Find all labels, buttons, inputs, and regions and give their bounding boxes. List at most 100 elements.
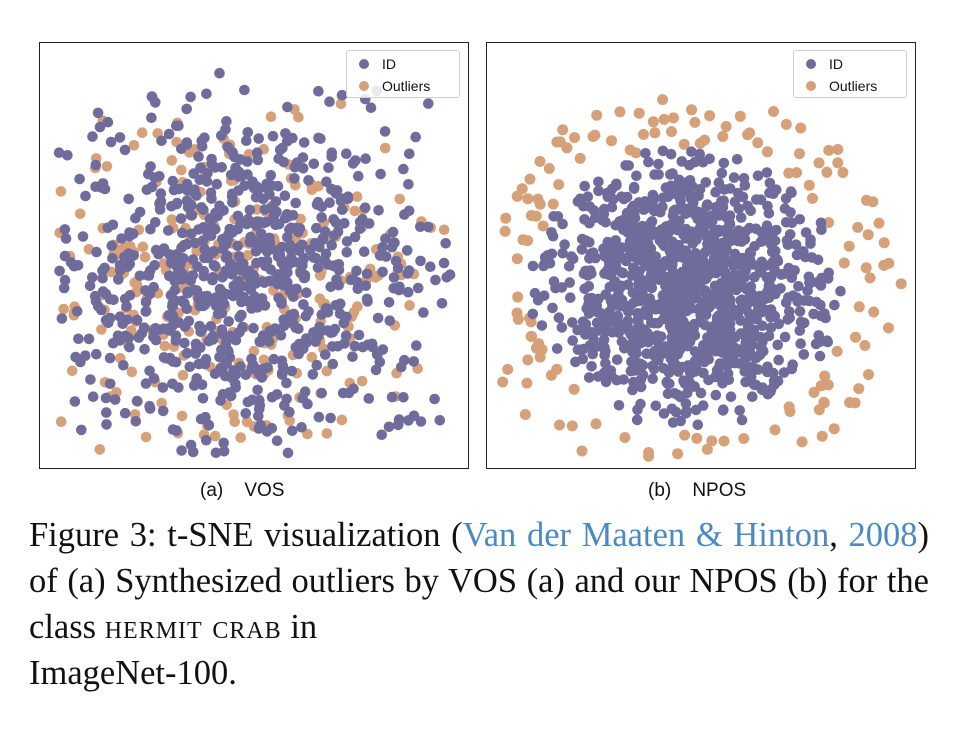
id-point xyxy=(795,338,806,350)
outlier-point xyxy=(701,443,713,455)
id-point xyxy=(784,229,796,240)
outlier-point xyxy=(873,217,885,229)
id-point xyxy=(289,162,301,173)
citation-link-authors-2[interactable]: Hinton xyxy=(733,516,830,554)
id-point xyxy=(283,281,294,293)
id-point xyxy=(717,405,729,416)
id-point xyxy=(743,321,755,333)
outlier-point xyxy=(831,345,843,357)
id-point xyxy=(734,405,745,416)
outlier-point xyxy=(438,224,450,236)
id-point xyxy=(693,272,705,283)
outlier-point xyxy=(859,340,871,351)
outlier-point xyxy=(861,194,872,206)
id-point xyxy=(794,306,806,317)
id-point xyxy=(165,322,176,333)
id-point xyxy=(689,346,701,357)
id-point xyxy=(302,398,313,410)
id-point xyxy=(320,349,331,360)
id-point xyxy=(701,200,713,212)
id-point xyxy=(527,260,539,272)
outlier-point xyxy=(525,316,537,328)
id-point xyxy=(415,416,427,427)
id-point xyxy=(200,434,212,446)
id-point xyxy=(146,91,158,103)
id-point xyxy=(298,137,310,148)
id-point xyxy=(680,334,691,346)
id-point xyxy=(54,265,65,277)
id-point xyxy=(710,264,721,276)
outlier-point xyxy=(816,430,828,442)
id-point xyxy=(119,407,131,419)
id-point xyxy=(727,350,739,362)
outlier-point xyxy=(166,155,178,166)
caption-suffix: in xyxy=(281,608,318,646)
id-point xyxy=(198,222,209,233)
outlier-point xyxy=(55,186,67,197)
outlier-point xyxy=(576,445,588,457)
id-point xyxy=(273,153,284,164)
id-point xyxy=(557,247,568,259)
id-point xyxy=(197,294,209,305)
id-point xyxy=(584,237,595,248)
id-point xyxy=(100,392,112,404)
id-point xyxy=(140,378,152,389)
id-point xyxy=(163,225,174,236)
id-point xyxy=(620,160,631,171)
outlier-point xyxy=(803,179,815,191)
id-point xyxy=(198,204,209,216)
outlier-point xyxy=(657,94,669,106)
id-point xyxy=(651,353,663,365)
outlier-point xyxy=(131,279,143,290)
id-point xyxy=(345,274,357,285)
id-point xyxy=(97,272,108,284)
id-point xyxy=(324,197,335,208)
id-point xyxy=(734,358,745,369)
id-point xyxy=(226,191,238,202)
id-point xyxy=(244,204,256,216)
outlier-point xyxy=(678,138,690,150)
outlier-point xyxy=(589,129,601,141)
outlier-point xyxy=(752,137,764,149)
legend-marker-outliers xyxy=(806,81,816,91)
id-point xyxy=(93,301,104,312)
outlier-point xyxy=(658,113,670,125)
id-point xyxy=(351,265,362,277)
id-point xyxy=(579,180,590,192)
id-point xyxy=(316,201,328,213)
citation-link-year[interactable]: 2008 xyxy=(848,516,918,554)
id-point xyxy=(650,400,662,412)
outlier-point xyxy=(136,127,148,138)
id-point xyxy=(171,120,182,132)
id-point xyxy=(56,313,68,324)
id-point xyxy=(658,408,670,419)
citation-link-authors[interactable]: Van der Maaten & xyxy=(462,516,723,554)
id-point xyxy=(101,407,112,418)
id-point xyxy=(177,227,188,239)
id-point xyxy=(771,224,782,236)
id-point xyxy=(546,227,557,238)
id-point xyxy=(119,293,131,305)
id-point xyxy=(144,400,155,412)
id-point xyxy=(336,204,348,215)
id-point xyxy=(616,336,628,347)
id-point xyxy=(97,265,108,276)
id-point xyxy=(206,153,217,165)
id-point xyxy=(184,361,196,373)
id-point xyxy=(662,378,674,390)
id-point xyxy=(551,343,563,354)
id-point xyxy=(377,242,388,253)
id-point xyxy=(370,364,382,376)
id-point xyxy=(303,175,314,186)
id-point xyxy=(720,267,731,278)
id-point xyxy=(377,266,388,278)
id-point xyxy=(708,253,720,264)
id-point xyxy=(665,148,677,160)
outlier-point xyxy=(128,140,140,151)
id-point xyxy=(323,162,334,173)
id-point xyxy=(829,299,840,311)
id-point xyxy=(720,343,732,355)
outlier-point xyxy=(734,110,746,122)
outlier-point xyxy=(534,351,546,363)
legend-npos: ID Outliers xyxy=(793,50,907,98)
